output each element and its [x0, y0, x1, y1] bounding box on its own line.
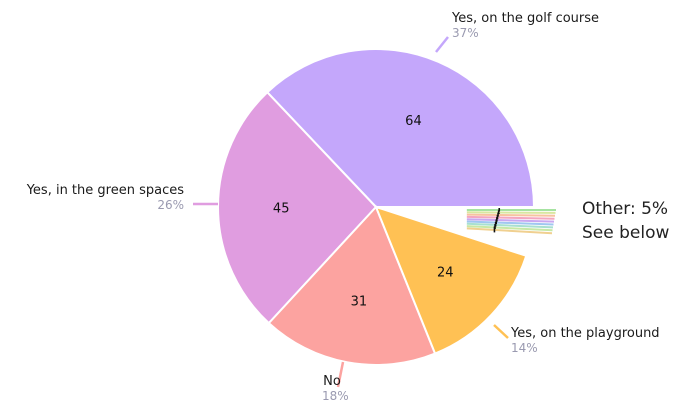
other-label: Other: 5%	[582, 199, 668, 219]
slice-value-yes-on-the-golf-course: 64	[405, 114, 422, 129]
other-see-below-label: See below	[582, 223, 669, 243]
other-slice-line	[466, 211, 556, 214]
other-slice-line	[466, 220, 554, 226]
slice-label-yes-in-the-green-spaces: Yes, in the green spaces	[26, 183, 185, 198]
slice-label-yes-on-the-golf-course: Yes, on the golf course	[451, 11, 599, 26]
slice-value-yes-in-the-green-spaces: 45	[273, 202, 290, 217]
slice-percent-yes-on-the-golf-course: 37%	[452, 26, 479, 40]
slice-percent-yes-in-the-green-spaces: 26%	[157, 198, 184, 212]
other-slice-line	[466, 213, 556, 217]
other-slices-fan	[466, 208, 556, 235]
other-slice-line	[466, 222, 554, 229]
slice-percent-yes-on-the-playground: 14%	[511, 341, 538, 355]
slice-value-no: 31	[351, 294, 368, 309]
slice-label-yes-on-the-playground: Yes, on the playground	[510, 326, 660, 341]
other-slice-line	[466, 225, 553, 232]
other-slice-line	[466, 227, 553, 235]
pie-slice-yes-in-the-green-spaces	[217, 90, 378, 325]
pie-slice-yes-on-the-playground	[374, 205, 528, 355]
pie-slice-yes-on-the-golf-course	[265, 48, 536, 208]
leader-line-no	[336, 361, 345, 388]
slice-value-yes-on-the-playground: 24	[437, 266, 454, 281]
other-slice-line	[466, 218, 555, 223]
pie-slices	[217, 48, 536, 366]
leader-line-yes-on-the-playground	[493, 324, 509, 339]
other-slice-line	[466, 215, 555, 220]
leader-line-yes-on-the-golf-course	[435, 36, 449, 53]
slice-value-labels: 64 45 31 24	[273, 114, 454, 309]
pie-slice-no	[267, 205, 437, 366]
slice-label-no: No	[323, 374, 341, 389]
slice-percent-no: 18%	[322, 389, 349, 403]
